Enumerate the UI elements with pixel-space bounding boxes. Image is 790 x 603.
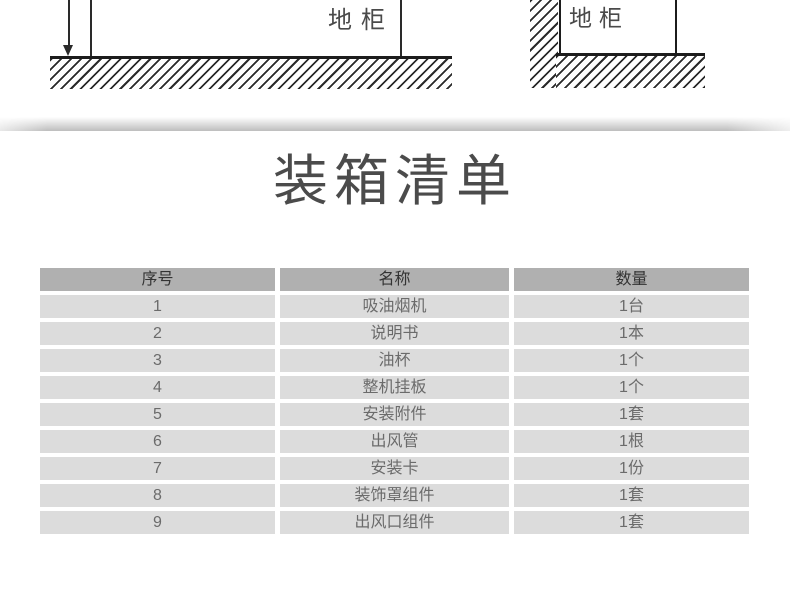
table-cell: 整机挂板	[280, 376, 509, 399]
table-cell: 油杯	[280, 349, 509, 372]
table-cell: 1本	[514, 322, 749, 345]
header-cell: 数量	[514, 268, 749, 291]
table-cell: 装饰罩组件	[280, 484, 509, 507]
page-title: 装箱清单	[272, 150, 517, 212]
table-cell: 7	[40, 457, 275, 480]
dimension-arrow-head-icon	[63, 45, 73, 56]
cabinet-label: 地柜	[569, 5, 629, 31]
table-cell: 1个	[514, 376, 749, 399]
table-cell: 6	[40, 430, 275, 453]
floor-hatch	[50, 56, 452, 89]
cabinet-box	[559, 0, 677, 53]
table-cell: 4	[40, 376, 275, 399]
cabinet-left-edge-line	[90, 0, 92, 57]
table-cell: 5	[40, 403, 275, 426]
table-cell: 1台	[514, 295, 749, 318]
table-cell: 1	[40, 295, 275, 318]
floor-hatch	[556, 53, 705, 88]
wall-hatch	[530, 0, 558, 88]
section-divider-shadow	[0, 117, 790, 131]
table-cell: 安装卡	[280, 457, 509, 480]
table-cell: 9	[40, 511, 275, 534]
table-cell: 吸油烟机	[280, 295, 509, 318]
table-cell: 1套	[514, 403, 749, 426]
table-cell: 出风口组件	[280, 511, 509, 534]
table-cell: 1套	[514, 511, 749, 534]
header-cell: 名称	[280, 268, 509, 291]
table-cell: 1份	[514, 457, 749, 480]
table-cell: 2	[40, 322, 275, 345]
table-cell: 安装附件	[280, 403, 509, 426]
dimension-arrow-line	[68, 0, 70, 47]
cabinet-label: 地柜	[328, 7, 394, 34]
table-cell: 1套	[514, 484, 749, 507]
table-cell: 8	[40, 484, 275, 507]
packing-list-table: 序号 名称 数量 1 吸油烟机 1台 2 说明书 1本 3 油杯 1个 4 整机挂板 1个 5 安装附件 1套 6 出…	[40, 268, 749, 534]
table-cell: 3	[40, 349, 275, 372]
table-cell: 1个	[514, 349, 749, 372]
table-cell: 1根	[514, 430, 749, 453]
cabinet-right-edge-line	[400, 0, 402, 57]
table-cell: 说明书	[280, 322, 509, 345]
header-cell: 序号	[40, 268, 275, 291]
table-cell: 出风管	[280, 430, 509, 453]
